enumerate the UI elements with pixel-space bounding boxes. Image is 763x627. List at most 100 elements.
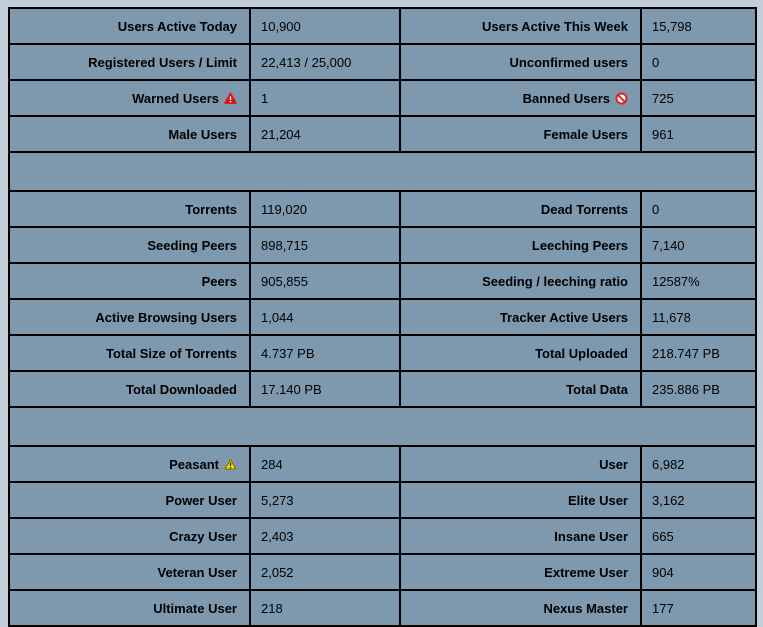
red-warning-icon bbox=[224, 92, 237, 105]
stat-value-left: 21,204 bbox=[249, 115, 401, 153]
stat-label-right-text: Seeding / leeching ratio bbox=[482, 273, 628, 289]
table-row: Warned Users 1 Banned Users 725 bbox=[8, 79, 757, 117]
section-spacer-cell bbox=[8, 151, 757, 192]
stat-label-right: Unconfirmed users bbox=[399, 43, 642, 81]
stat-value-left: 22,413 / 25,000 bbox=[249, 43, 401, 81]
stat-value-right: 6,982 bbox=[640, 445, 757, 483]
stat-value-right: 15,798 bbox=[640, 7, 757, 45]
stat-value-left: 218 bbox=[249, 589, 401, 627]
stat-value-right: 218.747 PB bbox=[640, 334, 757, 372]
stat-label-right: Seeding / leeching ratio bbox=[399, 262, 642, 300]
stat-label-right: Nexus Master bbox=[399, 589, 642, 627]
stat-label-left-text: Power User bbox=[165, 492, 237, 508]
stat-value-left: 10,900 bbox=[249, 7, 401, 45]
stat-label-left: Total Size of Torrents bbox=[8, 334, 251, 372]
stat-label-left: Peers bbox=[8, 262, 251, 300]
stat-value-right: 235.886 PB bbox=[640, 370, 757, 408]
table-row: Power User 5,273 Elite User 3,162 bbox=[8, 481, 757, 519]
stat-label-left-text: Crazy User bbox=[169, 528, 237, 544]
stat-label-left: Veteran User bbox=[8, 553, 251, 591]
stat-label-left: Users Active Today bbox=[8, 7, 251, 45]
stat-label-left: Total Downloaded bbox=[8, 370, 251, 408]
stat-value-left: 17.140 PB bbox=[249, 370, 401, 408]
stat-label-left-text: Total Size of Torrents bbox=[106, 345, 237, 361]
table-row: Active Browsing Users 1,044 Tracker Acti… bbox=[8, 298, 757, 336]
stat-label-left: Torrents bbox=[8, 190, 251, 228]
stat-label-right: Banned Users bbox=[399, 79, 642, 117]
stat-value-right: 0 bbox=[640, 43, 757, 81]
stat-value-right: 904 bbox=[640, 553, 757, 591]
stat-value-right: 12587% bbox=[640, 262, 757, 300]
stat-label-right-text: Nexus Master bbox=[543, 600, 628, 616]
stat-label-left: Power User bbox=[8, 481, 251, 519]
stat-value-left: 5,273 bbox=[249, 481, 401, 519]
stat-label-left: Ultimate User bbox=[8, 589, 251, 627]
stat-label-right: Users Active This Week bbox=[399, 7, 642, 45]
stat-value-right: 3,162 bbox=[640, 481, 757, 519]
stat-label-left-text: Male Users bbox=[168, 126, 237, 142]
stat-label-right-text: Banned Users bbox=[522, 90, 610, 106]
stat-label-right: Dead Torrents bbox=[399, 190, 642, 228]
stat-label-left-text: Total Downloaded bbox=[126, 381, 237, 397]
stat-value-left: 4.737 PB bbox=[249, 334, 401, 372]
stat-label-left: Seeding Peers bbox=[8, 226, 251, 264]
stat-label-right-text: Extreme User bbox=[544, 564, 628, 580]
table-row: Male Users 21,204 Female Users 961 bbox=[8, 115, 757, 153]
stat-label-right: Female Users bbox=[399, 115, 642, 153]
stat-label-left-text: Users Active Today bbox=[117, 18, 237, 34]
stat-label-left-text: Warned Users bbox=[132, 90, 219, 106]
table-row: Torrents 119,020 Dead Torrents 0 bbox=[8, 190, 757, 228]
stat-label-left: Active Browsing Users bbox=[8, 298, 251, 336]
section-spacer-row bbox=[8, 151, 757, 192]
stat-label-left: Warned Users bbox=[8, 79, 251, 117]
table-row: Peasant 284 User 6,982 bbox=[8, 445, 757, 483]
table-row: Total Downloaded 17.140 PB Total Data 23… bbox=[8, 370, 757, 408]
stat-label-left-text: Torrents bbox=[185, 201, 237, 217]
table-row: Crazy User 2,403 Insane User 665 bbox=[8, 517, 757, 555]
stat-value-right: 665 bbox=[640, 517, 757, 555]
yellow-warning-icon bbox=[224, 458, 237, 471]
stat-label-left: Peasant bbox=[8, 445, 251, 483]
stat-value-left: 1,044 bbox=[249, 298, 401, 336]
banned-icon bbox=[615, 91, 628, 105]
stat-label-left-text: Peers bbox=[201, 273, 237, 289]
stats-table: Users Active Today 10,900 Users Active T… bbox=[8, 7, 757, 627]
stat-label-left-text: Ultimate User bbox=[153, 600, 237, 616]
stat-label-right-text: Dead Torrents bbox=[540, 201, 628, 217]
stat-label-left-text: Registered Users / Limit bbox=[88, 54, 237, 70]
stat-value-left: 119,020 bbox=[249, 190, 401, 228]
table-row: Total Size of Torrents 4.737 PB Total Up… bbox=[8, 334, 757, 372]
stat-label-right: User bbox=[399, 445, 642, 483]
stat-value-right: 961 bbox=[640, 115, 757, 153]
stat-label-right-text: Unconfirmed users bbox=[509, 54, 628, 70]
stat-value-right: 11,678 bbox=[640, 298, 757, 336]
stat-value-left: 2,052 bbox=[249, 553, 401, 591]
stat-value-right: 177 bbox=[640, 589, 757, 627]
section-spacer-row bbox=[8, 406, 757, 447]
stat-label-right-text: Insane User bbox=[554, 528, 628, 544]
stat-label-right-text: Leeching Peers bbox=[531, 237, 628, 253]
stat-label-left-text: Veteran User bbox=[157, 564, 238, 580]
stat-label-right-text: Female Users bbox=[543, 126, 628, 142]
stat-label-left-text: Active Browsing Users bbox=[95, 309, 237, 325]
stat-value-left: 284 bbox=[249, 445, 401, 483]
stat-label-left: Male Users bbox=[8, 115, 251, 153]
stat-label-left-text: Seeding Peers bbox=[147, 237, 237, 253]
stat-label-right: Total Data bbox=[399, 370, 642, 408]
stat-value-left: 2,403 bbox=[249, 517, 401, 555]
stat-value-left: 898,715 bbox=[249, 226, 401, 264]
stat-label-right-text: Total Data bbox=[566, 381, 628, 397]
table-row: Veteran User 2,052 Extreme User 904 bbox=[8, 553, 757, 591]
stat-label-right-text: Elite User bbox=[568, 492, 628, 508]
stat-value-right: 7,140 bbox=[640, 226, 757, 264]
table-row: Ultimate User 218 Nexus Master 177 bbox=[8, 589, 757, 627]
stat-value-left: 905,855 bbox=[249, 262, 401, 300]
table-row: Users Active Today 10,900 Users Active T… bbox=[8, 7, 757, 45]
section-spacer-cell bbox=[8, 406, 757, 447]
stat-label-right-text: Users Active This Week bbox=[482, 18, 628, 34]
stat-label-right: Elite User bbox=[399, 481, 642, 519]
stat-label-right: Extreme User bbox=[399, 553, 642, 591]
stat-label-left-text: Peasant bbox=[169, 456, 219, 472]
stat-value-left: 1 bbox=[249, 79, 401, 117]
stat-label-right: Insane User bbox=[399, 517, 642, 555]
